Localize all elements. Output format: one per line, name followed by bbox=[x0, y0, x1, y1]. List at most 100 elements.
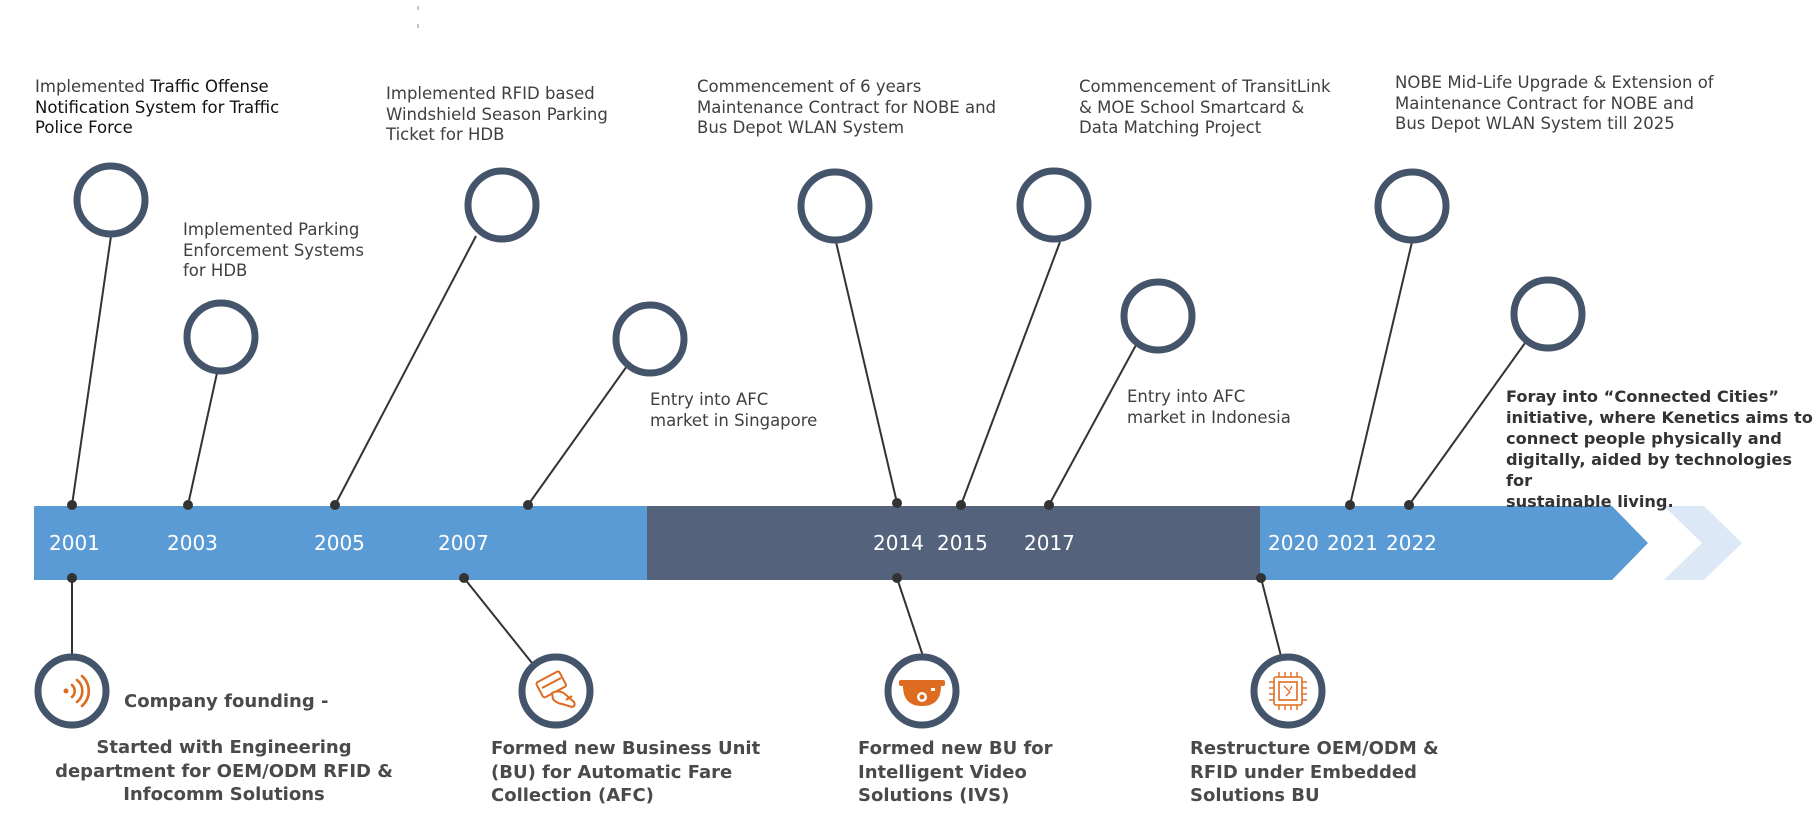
event-note-line: Collection (AFC) bbox=[491, 785, 654, 806]
milestone-circle bbox=[612, 301, 688, 377]
event-note-line: Implemented RFID based bbox=[386, 84, 595, 103]
event-note-line: Entry into AFC bbox=[1127, 387, 1246, 406]
event-note-line: Bus Depot WLAN System bbox=[697, 118, 905, 137]
year-label: 2007 bbox=[438, 531, 489, 555]
event-note-line: Data Matching Project bbox=[1079, 118, 1262, 137]
card-hand-icon bbox=[535, 670, 576, 708]
timeline-band-segment-1 bbox=[34, 506, 647, 580]
event-note-line: Infocomm Solutions bbox=[123, 784, 325, 805]
event-note-line: & MOE School Smartcard & bbox=[1079, 97, 1305, 117]
event-note-line: Bus Depot WLAN System till 2025 bbox=[1395, 114, 1675, 133]
event-note: Commencement of TransitLink & MOE School… bbox=[1079, 77, 1331, 139]
year-label: 2022 bbox=[1386, 531, 1437, 555]
connector-line bbox=[334, 235, 477, 506]
connector-line bbox=[527, 365, 628, 506]
milestone-circle bbox=[797, 168, 873, 244]
event-note-line: Intelligent Video bbox=[858, 761, 1027, 783]
event-note-line: Maintenance Contract for NOBE and bbox=[697, 97, 997, 117]
connector-line bbox=[1349, 241, 1413, 506]
event-note-line: NOBE Mid-Life Upgrade & Extension of bbox=[1395, 73, 1714, 92]
event-note-line: Implemented Parking bbox=[183, 220, 360, 239]
milestone-circle bbox=[1374, 168, 1450, 244]
connector-line bbox=[1408, 342, 1526, 506]
event-note-line: Traffic Offense bbox=[150, 77, 269, 96]
event-note-line: Solutions (IVS) bbox=[858, 785, 1010, 806]
event-note-line: Windshield Season Parking bbox=[386, 104, 608, 124]
event-note-line: Formed new Business Unit bbox=[491, 738, 761, 759]
connector-line bbox=[1260, 577, 1284, 665]
anchor-dot bbox=[892, 573, 902, 583]
event-note-line: Foray into “Connected Cities” bbox=[1506, 387, 1779, 406]
event-note: Formed new Business Unit (BU) for Automa… bbox=[491, 737, 760, 808]
event-note-line: Police Force bbox=[35, 118, 133, 137]
milestone-circle bbox=[1120, 278, 1196, 354]
event-note: Implemented Traffic Offense Notification… bbox=[35, 77, 279, 139]
timeline-band-segment-3 bbox=[1260, 506, 1648, 580]
connector-line bbox=[835, 241, 898, 504]
event-note-line: market in Singapore bbox=[650, 410, 818, 430]
year-label: 2015 bbox=[937, 531, 988, 555]
event-note-line: Restructure OEM/ODM & bbox=[1190, 738, 1439, 759]
event-note-line: Enforcement Systems bbox=[183, 240, 364, 260]
event-note-line: Entry into AFC bbox=[650, 390, 769, 409]
event-note-line: Solutions BU bbox=[1190, 785, 1320, 806]
anchor-dot bbox=[67, 500, 77, 510]
event-note-line: (BU) for Automatic Fare bbox=[491, 761, 733, 783]
anchor-dot bbox=[1404, 500, 1414, 510]
connector-line bbox=[1048, 344, 1137, 506]
anchor-dot bbox=[1345, 500, 1355, 510]
anchor-dot bbox=[892, 498, 902, 508]
milestone-circle bbox=[34, 653, 110, 729]
anchor-dot bbox=[67, 573, 77, 583]
milestone-circle bbox=[1250, 653, 1326, 729]
event-note-line: digitally, aided by technologies for bbox=[1506, 450, 1793, 490]
event-note-prefix: Implemented bbox=[35, 77, 151, 96]
event-note-line: Started with Engineering bbox=[96, 737, 352, 758]
event-note: NOBE Mid-Life Upgrade & Extension of Mai… bbox=[1395, 73, 1714, 135]
year-label: 2020 bbox=[1268, 531, 1319, 555]
year-label: 2001 bbox=[49, 531, 100, 555]
event-note-line: department for OEM/ODM RFID & bbox=[55, 760, 393, 782]
milestone-circle bbox=[183, 299, 259, 375]
connector-line bbox=[71, 235, 112, 506]
event-note: Implemented Parking Enforcement Systems … bbox=[183, 220, 364, 282]
anchor-dot bbox=[1044, 500, 1054, 510]
connector-line bbox=[960, 241, 1061, 506]
milestone-circle bbox=[73, 162, 149, 238]
anchor-dot bbox=[183, 500, 193, 510]
year-label: 2017 bbox=[1024, 531, 1075, 555]
milestone-circle bbox=[1510, 276, 1586, 352]
milestone-circle bbox=[1016, 167, 1092, 243]
event-note-line: sustainable living. bbox=[1506, 492, 1674, 511]
event-note: Commencement of 6 years Maintenance Cont… bbox=[697, 77, 996, 139]
event-note-line: Formed new BU for bbox=[858, 738, 1053, 759]
event-note-line: Commencement of 6 years bbox=[697, 77, 922, 96]
event-note-line: Maintenance Contract for NOBE and bbox=[1395, 93, 1695, 113]
rfid-wave-icon bbox=[63, 674, 91, 708]
anchor-dot bbox=[956, 500, 966, 510]
anchor-dot bbox=[459, 573, 469, 583]
anchor-dot bbox=[523, 500, 533, 510]
founding-title: Company founding - bbox=[124, 691, 329, 712]
event-note: Implemented RFID based Windshield Season… bbox=[386, 84, 608, 146]
timeline-band-segment-2 bbox=[647, 506, 1260, 580]
event-note-line: for HDB bbox=[183, 261, 248, 280]
event-note-line: market in Indonesia bbox=[1127, 407, 1291, 427]
event-note: Restructure OEM/ODM & RFID under Embedde… bbox=[1190, 737, 1439, 808]
event-note: Foray into “Connected Cities” initiative… bbox=[1506, 386, 1818, 512]
connector-line bbox=[896, 577, 924, 657]
event-note-line: Commencement of TransitLink bbox=[1079, 77, 1331, 96]
connector-line bbox=[463, 577, 537, 669]
milestone-circle bbox=[464, 167, 540, 243]
event-note-line: RFID under Embedded bbox=[1190, 761, 1417, 783]
event-note-line: Notification System for Traffic bbox=[35, 97, 280, 117]
year-label: 2021 bbox=[1327, 531, 1378, 555]
dome-camera-icon bbox=[899, 680, 945, 706]
event-note: Entry into AFC market in Indonesia bbox=[1127, 387, 1291, 428]
event-note-line: initiative, where Kenetics aims to bbox=[1506, 408, 1813, 427]
chip-icon bbox=[1269, 672, 1307, 710]
event-note: Formed new BU for Intelligent Video Solu… bbox=[858, 737, 1053, 808]
connector-line bbox=[187, 372, 218, 506]
event-note: Entry into AFC market in Singapore bbox=[650, 390, 817, 431]
